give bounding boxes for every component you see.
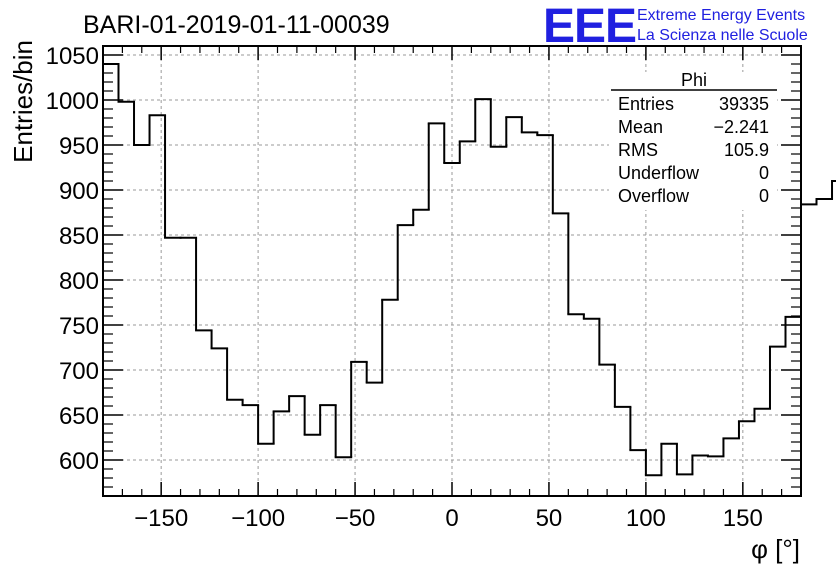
stats-value: 105.9	[724, 140, 769, 160]
y-tick-labels: 600 650 700 750 800 850 900 950 1000 1050	[46, 43, 99, 475]
y-tick-label: 1050	[46, 43, 99, 70]
stats-value: −2.241	[713, 117, 769, 137]
axis-ticks	[103, 45, 801, 497]
x-tick-label: −150	[134, 505, 188, 532]
y-tick-label: 1000	[46, 88, 99, 115]
chart-title: BARI-01-2019-01-11-00039	[83, 11, 390, 39]
stats-value: 0	[759, 186, 769, 206]
stats-rows: Entries 39335 Mean −2.241 RMS 105.9 Underflow 0…	[618, 94, 769, 206]
histogram-bars	[102, 63, 836, 477]
y-tick-label: 950	[59, 133, 99, 160]
stats-label: Mean	[618, 117, 663, 137]
x-tick-label: 50	[536, 505, 563, 532]
y-tick-label: 800	[59, 268, 99, 295]
stats-value: 0	[759, 163, 769, 183]
y-tick-label: 600	[59, 448, 99, 475]
stats-box: Phi Entries 39335 Mean −2.241 RMS 105.9 Underf…	[609, 70, 777, 210]
stats-box-name: Phi	[681, 70, 707, 90]
stats-label: RMS	[618, 140, 658, 160]
y-tick-label: 850	[59, 223, 99, 250]
stats-label: Overflow	[618, 186, 690, 206]
x-tick-label: −100	[231, 505, 285, 532]
y-tick-label: 650	[59, 403, 99, 430]
y-tick-label: 700	[59, 358, 99, 385]
logo-line-1: Extreme Energy Events	[637, 7, 805, 24]
x-tick-label: 150	[723, 505, 763, 532]
y-tick-label: 900	[59, 178, 99, 205]
x-tick-label: −50	[335, 505, 376, 532]
y-tick-label: 750	[59, 313, 99, 340]
x-axis-title: φ [°]	[751, 534, 800, 564]
stats-box-background	[609, 72, 777, 210]
x-tick-label: 0	[445, 505, 458, 532]
stats-label: Underflow	[618, 163, 700, 183]
logo-line-2: La Scienza nelle Scuole	[637, 27, 808, 44]
y-axis-title: Entries/bin	[8, 40, 38, 163]
stats-value: 39335	[719, 94, 769, 114]
x-tick-label: 100	[626, 505, 666, 532]
eee-logo-mark: EEE	[543, 0, 636, 53]
x-tick-labels: −150 −100 −50 0 50 100 150	[134, 505, 763, 532]
stats-label: Entries	[618, 94, 674, 114]
